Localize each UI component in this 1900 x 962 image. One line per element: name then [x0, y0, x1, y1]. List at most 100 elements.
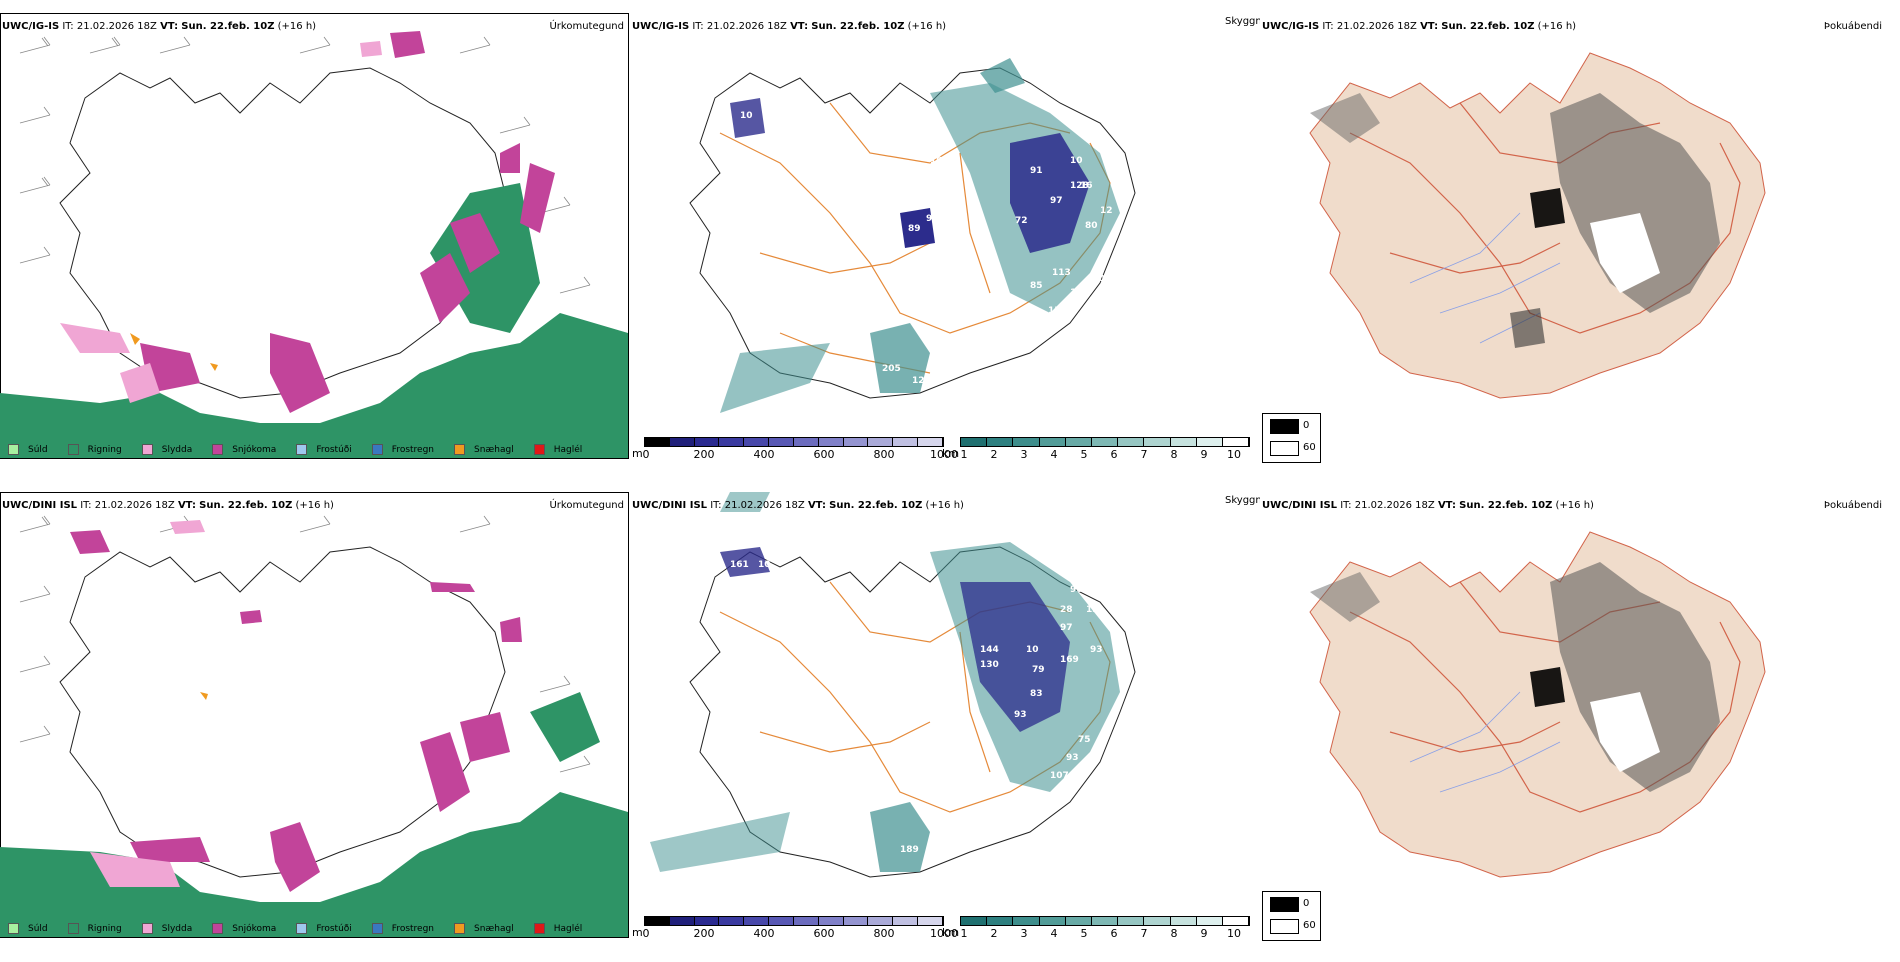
swatch [212, 923, 224, 934]
legend-item-frostudi: Frostúði [296, 444, 352, 455]
swatch [454, 444, 466, 455]
swatch [67, 923, 79, 934]
visibility-unit: km [942, 926, 960, 939]
height-unit: m [632, 447, 643, 460]
vis-value: 10 [1070, 156, 1083, 166]
fog-key-white [1270, 441, 1299, 456]
vis-value: 91 [1030, 166, 1043, 176]
panel-title: UWC/DINI ISL IT: 21.02.2026 18Z VT: Sun.… [632, 500, 964, 511]
legend-label: Slydda [161, 444, 193, 455]
precip-map-graphic [0, 515, 628, 937]
vis-value: 15 [1048, 306, 1061, 316]
legend-label: Súld [28, 923, 48, 934]
legend-label: Rigning [87, 444, 122, 455]
visibility-colorbar: 1 2 3 4 5 6 7 8 9 10 km [942, 437, 1250, 461]
legend-label: Snjókoma [232, 444, 277, 455]
vis-value: 79 [1032, 665, 1045, 675]
vis-value: 113 [1052, 268, 1071, 278]
legend-label: Snæhagl [474, 923, 514, 934]
map-frame [0, 492, 629, 938]
fog-key-label: 0 [1303, 898, 1310, 909]
legend-label: Snjókoma [232, 923, 277, 934]
legend-label: Slydda [161, 923, 193, 934]
legend-label: Frostúði [316, 444, 352, 455]
precip-legend: Súld Rigning Slydda Snjókoma Frostúði Fr… [8, 444, 602, 455]
swatch [141, 444, 153, 455]
swatch [296, 444, 308, 455]
fog-key-black [1270, 897, 1299, 912]
legend-label: Frostregn [391, 923, 435, 934]
legend-item-frostregn: Frostregn [371, 923, 435, 934]
legend-label: Haglél [553, 923, 583, 934]
vis-value: 98 [900, 720, 913, 730]
legend-item-haglel: Haglél [533, 923, 583, 934]
vis-value: 12 [1100, 206, 1113, 216]
height-unit: m [632, 926, 643, 939]
fog-indicator-map-dini: UWC/DINI ISL IT: 21.02.2026 18Z VT: Sun.… [1260, 492, 1890, 962]
vis-value: 93 [1014, 710, 1027, 720]
legend-item-snjokoma: Snjókoma [212, 444, 276, 455]
visibility-colorbar-boxes [960, 437, 1250, 447]
precip-type-map-dini: UWC/DINI ISL IT: 21.02.2026 18Z VT: Sun.… [0, 492, 630, 962]
vis-value: 28 [1060, 605, 1073, 615]
swatch [141, 923, 153, 934]
panel-title: UWC/DINI ISL IT: 21.02.2026 18Z VT: Sun.… [1262, 500, 1594, 511]
swatch [454, 923, 466, 934]
height-colorbar-ticks: 0 200 400 600 800 1000 [642, 448, 959, 461]
vis-values: 161 10 90 28 13 97 144 130 10 79 169 93 … [730, 560, 1103, 855]
height-colorbar: 0 200 400 600 800 1000 m [632, 916, 958, 940]
vis-value: 10 [918, 710, 931, 720]
vis-value: 10 [930, 156, 943, 166]
vis-value: 169 [1060, 655, 1079, 665]
vis-value: 10 [1026, 645, 1039, 655]
vis-value: 130 [980, 660, 999, 670]
map-frame [0, 13, 629, 459]
visibility-colorbar: 1 2 3 4 5 6 7 8 9 10 km [942, 916, 1250, 940]
vis-value: 93 [1090, 645, 1103, 655]
legend-label: Snæhagl [474, 444, 514, 455]
height-colorbar: 0 200 400 600 800 1000 m [632, 437, 959, 461]
vis-value: 107 [1050, 771, 1069, 781]
rivers-blue [1409, 691, 1561, 793]
vis-value: 72 [1015, 216, 1028, 226]
legend-item-snaehagl: Snæhagl [454, 923, 514, 934]
vis-value: 75 [1078, 735, 1091, 745]
vis-value: 144 [980, 645, 999, 655]
swatch [371, 444, 383, 455]
precip-legend: Súld Rigning Slydda Snjókoma Frostúði Fr… [8, 923, 602, 934]
variable-label: Skyggni [1225, 495, 1260, 506]
vis-value: 13 [1086, 605, 1099, 615]
vis-value: 178 [1030, 803, 1049, 813]
vis-value: 94 [926, 214, 939, 224]
legend-label: Rigning [87, 923, 122, 934]
legend-item-rigning: Rigning [67, 923, 122, 934]
fog-indicator-map-igis: UWC/IG-IS IT: 21.02.2026 18Z VT: Sun. 22… [1260, 13, 1890, 483]
vis-value: 97 [1050, 196, 1063, 206]
vis-value: 80 [1085, 221, 1098, 231]
legend-label: Súld [28, 444, 48, 455]
vis-value: 161 [730, 560, 749, 570]
vis-value: 128 [1070, 181, 1089, 191]
vis-value: 89 [908, 224, 921, 234]
swatch [371, 923, 383, 934]
fog-key-label: 60 [1303, 442, 1316, 453]
swatch [296, 923, 308, 934]
visibility-colorbar-ticks: 1 2 3 4 5 6 7 8 9 10 [960, 448, 1242, 461]
vis-value: 10 [858, 191, 871, 201]
legend-item-slydda: Slydda [141, 444, 193, 455]
visibility-colorbar-ticks: 1 2 3 4 5 6 7 8 9 10 [960, 927, 1242, 940]
visibility-map-graphic: 161 10 90 28 13 97 144 130 10 79 169 93 … [650, 492, 1136, 878]
swatch [533, 923, 545, 934]
fog-key: 0 60 [1262, 413, 1321, 463]
panel-title: UWC/IG-IS IT: 21.02.2026 18Z VT: Sun. 22… [2, 21, 317, 32]
fog-map-graphic [1309, 52, 1766, 399]
visibility-map-graphic: 91 97 10 15 10 10 10 72 89 94 16 12 80 1… [689, 58, 1136, 413]
legend-item-slydda: Slydda [141, 923, 193, 934]
variable-label: Skyggni [1225, 16, 1260, 27]
legend-item-frostregn: Frostregn [371, 444, 434, 455]
visibility-map-dini: 161 10 90 28 13 97 144 130 10 79 169 93 … [630, 492, 1260, 962]
vis-value: 123 [1070, 288, 1089, 298]
legend-item-rigning: Rigning [67, 444, 122, 455]
vis-value: 16 [1030, 324, 1043, 334]
variable-label: Þokuábendi [1823, 500, 1882, 511]
